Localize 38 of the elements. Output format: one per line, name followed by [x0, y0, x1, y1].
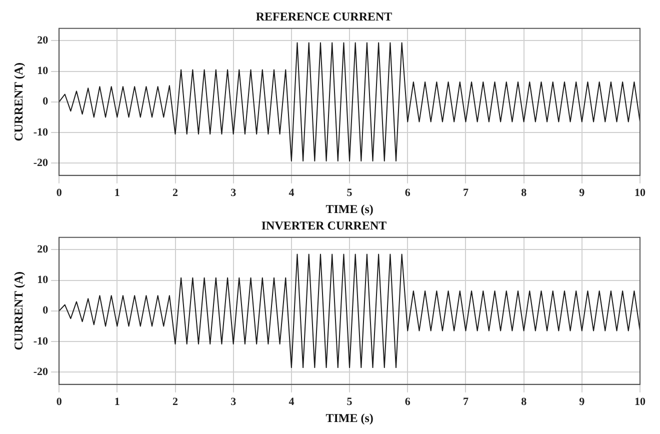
x-tick-label: 1 — [114, 186, 120, 199]
x-tick-label: 7 — [462, 396, 469, 408]
y-axis-title: CURRENT (A) — [11, 272, 26, 350]
chart-title: INVERTER CURRENT — [261, 218, 387, 232]
y-tick-label: 10 — [37, 274, 49, 286]
chart-title: REFERENCE CURRENT — [256, 9, 392, 24]
x-tick-label: 8 — [521, 396, 528, 408]
x-tick-label: 9 — [579, 396, 586, 408]
x-tick-label: 1 — [114, 396, 120, 408]
x-tick-label: 6 — [404, 396, 411, 408]
x-tick-label: 3 — [230, 396, 237, 408]
x-tick-label: 5 — [346, 396, 353, 408]
y-tick-label: -10 — [33, 126, 49, 138]
x-axis-title: TIME (s) — [326, 202, 374, 216]
x-tick-label: 10 — [634, 396, 646, 408]
x-tick-label: 8 — [521, 186, 528, 199]
x-tick-label: 6 — [404, 186, 411, 199]
y-tick-label: -10 — [33, 335, 49, 348]
x-tick-label: 2 — [172, 396, 178, 408]
x-tick-label: 7 — [462, 186, 469, 199]
x-tick-label: 10 — [634, 186, 646, 199]
y-tick-label: 0 — [42, 304, 49, 317]
y-tick-label: -20 — [33, 366, 49, 378]
y-tick-label: 10 — [37, 65, 49, 78]
x-tick-label: 4 — [288, 186, 295, 199]
x-tick-label: 5 — [346, 186, 353, 199]
y-tick-label: 20 — [37, 243, 49, 256]
x-tick-label: 3 — [230, 186, 237, 199]
x-axis-title: TIME (s) — [326, 410, 374, 425]
x-tick-label: 4 — [288, 396, 295, 408]
y-tick-label: -20 — [33, 156, 49, 169]
x-tick-label: 0 — [56, 186, 62, 199]
x-tick-label: 0 — [56, 396, 62, 408]
x-tick-label: 9 — [579, 186, 586, 199]
x-tick-label: 2 — [172, 186, 178, 199]
y-axis-title: CURRENT (A) — [11, 62, 26, 142]
y-tick-label: 20 — [37, 34, 49, 46]
y-tick-label: 0 — [42, 96, 49, 108]
